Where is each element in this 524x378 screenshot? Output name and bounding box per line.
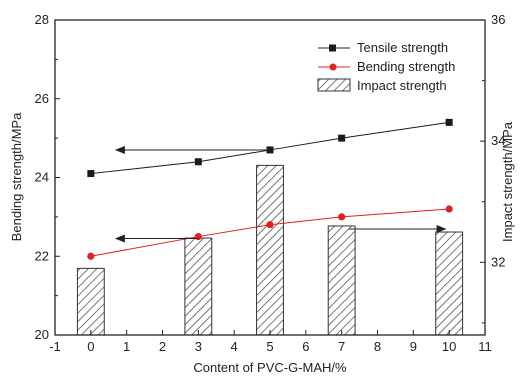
- impact-strength-bar: [436, 232, 463, 335]
- y-right-tick-label: 32: [491, 254, 505, 269]
- y-right-tick-label: 36: [491, 12, 505, 27]
- x-tick-label: 10: [442, 339, 456, 354]
- x-axis-title: Content of PVC-G-MAH/%: [193, 360, 347, 375]
- y-left-tick-label: 28: [35, 12, 49, 27]
- y-right-axis-title: Impact strength/MPa: [500, 121, 515, 242]
- x-tick-label: -1: [49, 339, 61, 354]
- x-tick-label: 3: [195, 339, 202, 354]
- legend-swatch-impact: [318, 79, 350, 91]
- y-left-tick-label: 20: [35, 327, 49, 342]
- legend-marker-bending: [330, 64, 337, 71]
- x-tick-label: 7: [338, 339, 345, 354]
- x-tick-label: 11: [478, 339, 492, 354]
- x-tick-label: 9: [410, 339, 417, 354]
- bending-strength-point: [338, 213, 345, 220]
- x-tick-label: 6: [302, 339, 309, 354]
- tensile-strength-point: [446, 119, 453, 126]
- impact-strength-bar: [257, 165, 284, 335]
- tensile-strength-point: [338, 135, 345, 142]
- impact-strength-bar: [328, 226, 355, 335]
- tensile-strength-point: [87, 170, 94, 177]
- x-tick-label: 1: [123, 339, 130, 354]
- tensile-strength-point: [195, 158, 202, 165]
- x-tick-label: 2: [159, 339, 166, 354]
- x-tick-label: 0: [87, 339, 94, 354]
- x-tick-label: 4: [231, 339, 238, 354]
- x-tick-label: 8: [374, 339, 381, 354]
- bending-strength-point: [266, 221, 273, 228]
- legend-label-impact: Impact strength: [357, 78, 447, 93]
- legend: Tensile strength Bending strength Impact…: [318, 40, 455, 93]
- legend-marker-tensile: [329, 45, 336, 52]
- bending-strength-point: [87, 253, 94, 260]
- legend-label-bending: Bending strength: [357, 59, 455, 74]
- y-left-tick-label: 26: [35, 91, 49, 106]
- bending-strength-point: [446, 205, 453, 212]
- y-left-axis-title: Bending strength/MPa: [9, 112, 24, 241]
- impact-strength-bars: [77, 165, 462, 335]
- legend-label-tensile: Tensile strength: [357, 40, 448, 55]
- bending-strength-point: [195, 233, 202, 240]
- y-left-tick-label: 24: [35, 170, 49, 185]
- y-left-tick-label: 22: [35, 248, 49, 263]
- impact-strength-bar: [185, 238, 212, 335]
- impact-strength-bar: [77, 268, 104, 335]
- x-tick-label: 5: [266, 339, 273, 354]
